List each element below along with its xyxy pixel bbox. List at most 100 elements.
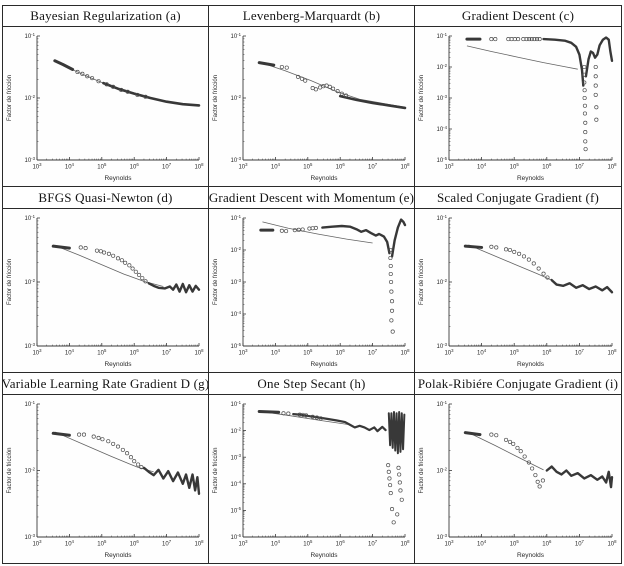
svg-text:10-1: 10-1 [230,214,241,222]
svg-text:10-4: 10-4 [230,310,241,318]
svg-text:Factor de fricción: Factor de fricción [7,447,13,493]
svg-text:108: 108 [400,539,410,547]
svg-text:10-6: 10-6 [230,533,241,541]
chart-canvas: 103 104 105 106 107 108 10-1 10-2 10-3 10-4 10-5 Re… [213,214,410,368]
svg-text:10-3: 10-3 [230,278,241,286]
chart-title-one-step-secant: One Step Secant (h) [209,373,415,395]
svg-text:107: 107 [162,539,172,547]
svg-text:10-1: 10-1 [436,32,447,40]
svg-text:106: 106 [542,162,552,170]
svg-text:103: 103 [238,348,248,356]
svg-text:108: 108 [194,539,204,547]
svg-text:Reynolds: Reynolds [104,175,132,182]
svg-text:10-1: 10-1 [230,32,241,40]
svg-text:10-2: 10-2 [24,94,35,102]
svg-text:106: 106 [336,539,346,547]
svg-text:108: 108 [607,348,617,356]
svg-text:10-3: 10-3 [24,533,35,541]
svg-text:108: 108 [400,162,410,170]
svg-text:103: 103 [238,162,248,170]
svg-text:Reynolds: Reynolds [104,361,132,368]
chart-canvas: 103 104 105 106 107 108 10-1 10-2 10-3 Reynolds Fa… [7,400,204,559]
chart-canvas: 103 104 105 106 107 108 10-1 10-2 10-3 Reynolds Fa… [419,400,617,559]
svg-text:103: 103 [238,539,248,547]
svg-text:Reynolds: Reynolds [517,175,545,182]
plot-gradient-descent: 103 104 105 106 107 108 10-1 10-2 10-3 10-4 10-5 Re… [415,27,621,187]
chart-title-gradient-descent-momentum: Gradient Descent with Momentum (e) [209,187,415,209]
svg-text:10-1: 10-1 [24,214,35,222]
svg-text:105: 105 [510,348,520,356]
plot-one-step-secant: 103 104 105 106 107 108 10-1 10-2 10-3 10-4 10-5 10… [209,395,415,563]
svg-text:106: 106 [336,162,346,170]
svg-text:10-3: 10-3 [230,453,241,461]
svg-text:108: 108 [194,162,204,170]
svg-text:105: 105 [97,348,107,356]
figure-grid: Bayesian Regularization (a) Levenberg-Ma… [2,5,622,564]
svg-text:103: 103 [32,348,42,356]
svg-text:104: 104 [271,539,281,547]
svg-text:108: 108 [607,162,617,170]
svg-text:108: 108 [400,348,410,356]
chart-title-levenberg-marquardt: Levenberg-Marquardt (b) [209,6,415,27]
svg-text:104: 104 [271,162,281,170]
svg-text:107: 107 [368,539,378,547]
svg-text:103: 103 [444,162,454,170]
svg-text:104: 104 [477,348,487,356]
svg-text:105: 105 [510,539,520,547]
svg-text:Factor de fricción: Factor de fricción [213,75,219,121]
chart-title-variable-learning-rate: Variable Learning Rate Gradient D (g) [3,373,209,395]
svg-text:10-5: 10-5 [436,156,447,164]
svg-text:103: 103 [444,539,454,547]
svg-text:104: 104 [271,348,281,356]
svg-text:103: 103 [32,162,42,170]
svg-text:Factor de fricción: Factor de fricción [7,259,13,305]
svg-text:Factor de fricción: Factor de fricción [213,259,219,305]
plot-gradient-descent-momentum: 103 104 105 106 107 108 10-1 10-2 10-3 10-4 10-5 Re… [209,209,415,373]
plot-scaled-conjugate-gradient: 103 104 105 106 107 108 10-1 10-2 10-3 Reynolds Fa… [415,209,621,373]
svg-text:Reynolds: Reynolds [517,361,545,368]
svg-text:106: 106 [130,539,140,547]
plot-levenberg-marquardt: 103 104 105 106 107 108 10-1 10-2 10-3 Reynolds Fa… [209,27,415,187]
plot-variable-learning-rate: 103 104 105 106 107 108 10-1 10-2 10-3 Reynolds Fa… [3,395,209,563]
svg-text:104: 104 [65,539,75,547]
svg-text:10-1: 10-1 [436,214,447,222]
svg-text:105: 105 [303,162,313,170]
svg-text:10-2: 10-2 [436,466,447,474]
svg-text:Reynolds: Reynolds [310,175,338,182]
svg-text:105: 105 [303,348,313,356]
svg-text:10-3: 10-3 [24,156,35,164]
svg-text:10-2: 10-2 [24,466,35,474]
svg-text:Reynolds: Reynolds [310,552,338,559]
chart-canvas: 103 104 105 106 107 108 10-1 10-2 10-3 Reynolds Fa… [213,32,410,182]
chart-canvas: 103 104 105 106 107 108 10-1 10-2 10-3 Reynolds Fa… [419,214,617,368]
chart-canvas: 103 104 105 106 107 108 10-1 10-2 10-3 Reynolds Fa… [7,214,204,368]
svg-text:10-5: 10-5 [230,506,241,514]
chart-title-polak-ribiere: Polak-Ribiére Conjugate Gradient (i) [415,373,621,395]
svg-text:106: 106 [336,348,346,356]
svg-text:108: 108 [607,539,617,547]
plot-bayesian-regularization: 103 104 105 106 107 108 10-1 10-2 10-3 Reynolds Fa… [3,27,209,187]
svg-text:10-1: 10-1 [436,400,447,408]
svg-text:10-1: 10-1 [230,400,241,408]
svg-text:106: 106 [542,539,552,547]
svg-text:106: 106 [130,348,140,356]
svg-text:10-3: 10-3 [436,342,447,350]
svg-text:107: 107 [575,162,585,170]
svg-text:10-2: 10-2 [230,426,241,434]
svg-text:Reynolds: Reynolds [517,552,545,559]
svg-text:Factor de fricción: Factor de fricción [419,447,425,493]
svg-text:108: 108 [194,348,204,356]
svg-text:107: 107 [368,348,378,356]
plot-polak-ribiere: 103 104 105 106 107 108 10-1 10-2 10-3 Reynolds Fa… [415,395,621,563]
plot-bfgs-quasi-newton: 103 104 105 106 107 108 10-1 10-2 10-3 Reynolds Fa… [3,209,209,373]
svg-text:10-2: 10-2 [436,63,447,71]
chart-title-gradient-descent: Gradient Descent (c) [415,6,621,27]
svg-text:10-3: 10-3 [436,94,447,102]
svg-text:Reynolds: Reynolds [310,361,338,368]
svg-text:105: 105 [510,162,520,170]
svg-text:Factor de fricción: Factor de fricción [213,447,219,493]
chart-canvas: 103 104 105 106 107 108 10-1 10-2 10-3 10-4 10-5 Re… [419,32,617,182]
svg-text:107: 107 [368,162,378,170]
svg-text:10-1: 10-1 [24,400,35,408]
chart-canvas: 103 104 105 106 107 108 10-1 10-2 10-3 Reynolds Fa… [7,32,204,182]
